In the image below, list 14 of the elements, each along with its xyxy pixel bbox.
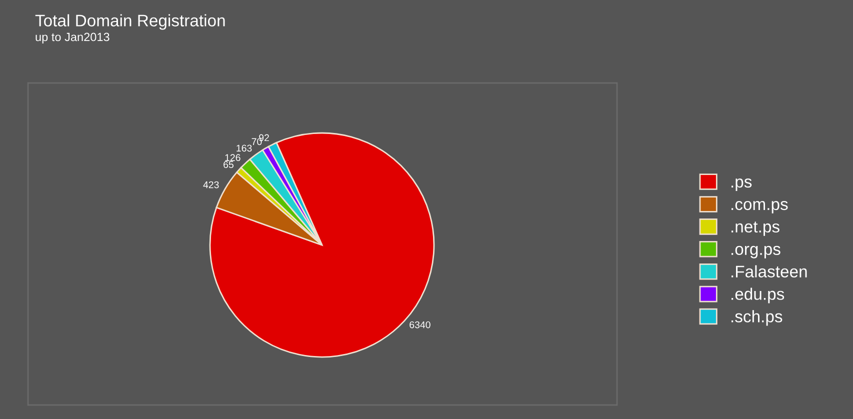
- legend-label: .ps: [732, 178, 752, 191]
- text: up to Jan2013: [36, 32, 110, 44]
- data-label: 6340: [410, 321, 430, 328]
- legend-label: .sch.ps: [732, 310, 782, 326]
- chart-title: Total Domain Registration: [35, 14, 225, 30]
- data-label: 126: [225, 154, 240, 162]
- legend-label: .edu.ps: [732, 288, 784, 304]
- legend-label: .com.ps: [732, 200, 788, 214]
- legend-label: .org.ps: [732, 246, 780, 258]
- legend-label: .Falasteen: [732, 265, 807, 278]
- legend-label: .net.ps: [732, 222, 780, 236]
- data-label: 423: [203, 181, 219, 188]
- data-label: 163: [236, 144, 252, 152]
- data-label: 65: [224, 161, 234, 168]
